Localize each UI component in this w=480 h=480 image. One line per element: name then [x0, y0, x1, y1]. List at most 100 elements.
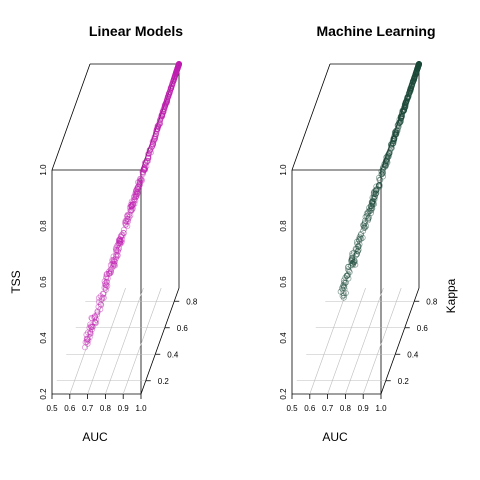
data-point [131, 193, 138, 200]
z-tick-label: 0.4 [39, 332, 48, 344]
data-point [106, 270, 113, 277]
z-tick-label: 1.0 [39, 164, 48, 176]
x-tick-label: 0.5 [46, 404, 58, 413]
data-point [400, 107, 407, 114]
data-point [141, 165, 148, 172]
data-point [127, 201, 134, 208]
data-point [369, 194, 376, 201]
data-point [122, 217, 129, 224]
data-point [174, 66, 181, 73]
data-point [345, 263, 352, 270]
data-point [361, 218, 368, 224]
data-point [391, 134, 398, 141]
data-point [102, 287, 109, 293]
data-point [82, 344, 88, 351]
data-point [146, 147, 153, 154]
x-tick-label: 0.7 [82, 404, 94, 413]
data-point [358, 235, 365, 242]
z-tick-label: 0.4 [279, 332, 288, 344]
data-point [355, 246, 362, 253]
data-point [145, 150, 152, 157]
data-point [370, 200, 376, 207]
data-point [380, 164, 387, 171]
y-tick-label: 0.4 [407, 350, 419, 359]
x-axis-label: AUC [82, 430, 108, 444]
data-point [373, 187, 380, 194]
floor-grid [296, 287, 415, 395]
x-tick-label: 0.6 [64, 404, 76, 413]
chart-title: Linear Models [89, 23, 183, 39]
plot-box [291, 63, 420, 395]
data-point [84, 340, 91, 347]
data-point [131, 196, 138, 203]
y-tick-label: 0.6 [177, 324, 189, 333]
data-point [126, 214, 133, 221]
data-point [412, 70, 419, 77]
chart-title: Machine Learning [316, 23, 435, 39]
data-point [99, 294, 106, 301]
x-tick-label: 1.0 [135, 404, 147, 413]
data-point [352, 245, 359, 252]
data-point [88, 326, 95, 333]
data-point [120, 226, 127, 233]
data-points [337, 61, 422, 301]
data-point [353, 246, 360, 253]
data-point [379, 169, 386, 176]
data-point [98, 301, 105, 308]
x-tick-label: 0.8 [100, 404, 112, 413]
data-point [100, 290, 106, 297]
data-point [340, 284, 347, 291]
z-tick-label: 0.6 [279, 276, 288, 288]
z-tick-label: 0.2 [279, 388, 288, 400]
data-point [93, 316, 100, 323]
y-tick-label: 0.4 [167, 350, 179, 359]
data-point [342, 290, 349, 296]
data-point [161, 103, 168, 110]
data-point [337, 288, 344, 295]
data-point [175, 62, 182, 69]
data-point [397, 117, 404, 124]
data-point [159, 108, 166, 115]
data-point [117, 239, 124, 246]
data-point [85, 329, 91, 336]
data-point [116, 236, 123, 243]
data-point [383, 154, 390, 161]
data-point [393, 131, 400, 138]
data-point [136, 181, 143, 188]
data-point [149, 143, 156, 150]
data-point [371, 201, 377, 208]
data-point [113, 246, 120, 253]
data-point [101, 278, 108, 285]
data-points [82, 61, 182, 351]
y-tick-labels: 0.2 0.4 0.6 0.8 [385, 297, 438, 386]
data-point [372, 190, 379, 197]
y-tick-label: 0.2 [398, 377, 410, 386]
data-point [401, 101, 408, 108]
floor-grid [56, 287, 175, 395]
data-point [398, 114, 405, 121]
data-point [150, 137, 157, 144]
data-point [103, 275, 110, 282]
x-tick-label: 1.0 [375, 404, 387, 413]
data-point [380, 167, 386, 174]
data-point [340, 277, 347, 284]
data-point [111, 261, 118, 268]
data-point [368, 203, 375, 210]
data-point [173, 69, 180, 76]
data-point [372, 188, 379, 195]
data-point [156, 121, 163, 128]
data-point [415, 61, 422, 68]
data-point [145, 154, 152, 161]
x-tick-label: 0.6 [304, 404, 316, 413]
y-tick-label: 0.8 [186, 297, 198, 306]
data-point [123, 218, 130, 225]
data-point [156, 118, 163, 125]
data-point [348, 255, 355, 261]
data-point [363, 210, 370, 217]
data-point [135, 184, 142, 191]
data-point [134, 189, 141, 196]
data-point [132, 197, 139, 204]
z-tick-label: 1.0 [279, 164, 288, 176]
data-point [167, 85, 174, 92]
